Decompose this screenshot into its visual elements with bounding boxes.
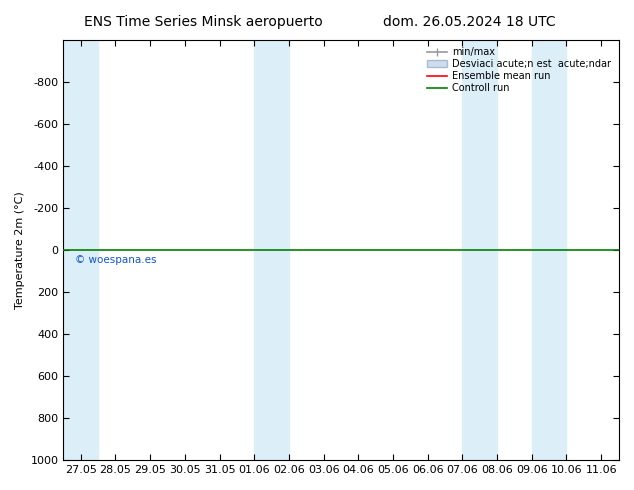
Text: © woespana.es: © woespana.es [75,255,156,266]
Y-axis label: Temperature 2m (°C): Temperature 2m (°C) [15,191,25,309]
Text: dom. 26.05.2024 18 UTC: dom. 26.05.2024 18 UTC [383,15,555,29]
Bar [63,40,98,460]
Bar [254,40,289,460]
Legend: min/max, Desviaci acute;n est  acute;ndar, Ensemble mean run, Controll run: min/max, Desviaci acute;n est acute;ndar… [425,45,614,96]
Bar [532,40,567,460]
Bar [462,40,497,460]
Text: ENS Time Series Minsk aeropuerto: ENS Time Series Minsk aeropuerto [84,15,322,29]
